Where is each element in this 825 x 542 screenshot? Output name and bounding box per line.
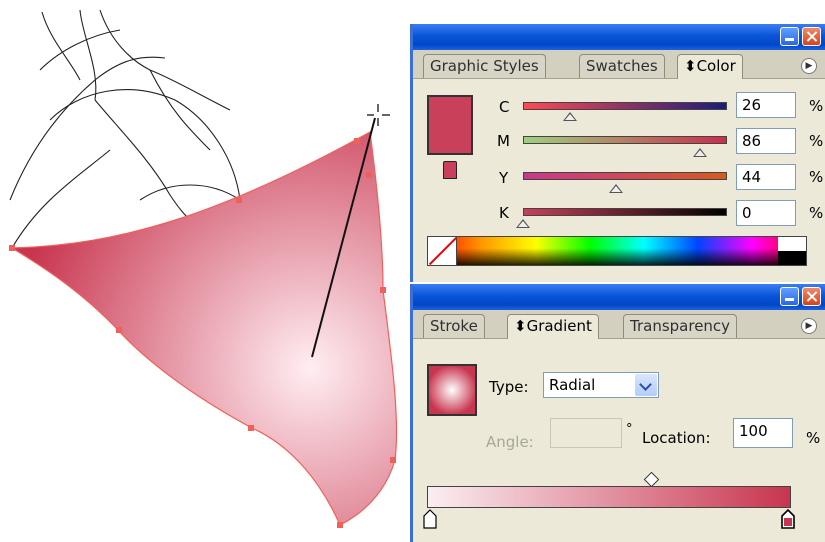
minimize-icon[interactable] bbox=[780, 27, 799, 46]
channel-k-slider[interactable] bbox=[516, 219, 530, 228]
minimize-icon[interactable] bbox=[780, 287, 799, 306]
anchor-point[interactable] bbox=[9, 245, 15, 251]
anchor-point[interactable] bbox=[390, 457, 396, 463]
type-label: Type: bbox=[489, 378, 529, 396]
gradient-shape[interactable] bbox=[9, 131, 398, 526]
midpoint-diamond[interactable] bbox=[643, 471, 660, 488]
anchor-point[interactable] bbox=[337, 522, 343, 528]
channel-k-input[interactable]: 0 bbox=[736, 200, 796, 226]
type-select-value: Radial bbox=[549, 376, 596, 394]
tab-color[interactable]: ⬍Color bbox=[677, 54, 743, 79]
channel-k-unit: % bbox=[809, 204, 824, 222]
channel-m-label: M bbox=[497, 132, 510, 150]
black-color-chip[interactable] bbox=[778, 251, 806, 265]
color-panel-titlebar[interactable] bbox=[413, 24, 825, 50]
channel-c-slider[interactable] bbox=[563, 112, 577, 121]
type-select[interactable]: Radial bbox=[543, 372, 659, 398]
channel-m-unit: % bbox=[809, 132, 824, 150]
anchor-point[interactable] bbox=[236, 197, 242, 203]
channel-y-slider[interactable] bbox=[609, 184, 623, 193]
tab-swatches[interactable]: Swatches bbox=[579, 54, 665, 78]
chevron-down-icon[interactable] bbox=[635, 374, 657, 396]
tab-graphic-styles[interactable]: Graphic Styles bbox=[423, 54, 546, 78]
angle-input[interactable] bbox=[550, 418, 622, 448]
anchor-points[interactable] bbox=[9, 138, 396, 528]
none-color-icon[interactable] bbox=[428, 237, 457, 265]
gradient-panel-tabs: Stroke ⬍Gradient Transparency ▶ bbox=[413, 310, 825, 339]
gradient-slider-bar[interactable] bbox=[427, 486, 791, 508]
gradient-panel: Stroke ⬍Gradient Transparency ▶ Type: Ra… bbox=[410, 284, 825, 542]
channel-k-ramp[interactable] bbox=[523, 208, 727, 216]
gradient-panel-titlebar[interactable] bbox=[413, 284, 825, 310]
location-unit: % bbox=[806, 429, 821, 447]
color-panel-tabs: Graphic Styles Swatches ⬍Color ▶ bbox=[413, 50, 825, 79]
channel-m-input[interactable]: 86 bbox=[736, 128, 796, 154]
angle-label: Angle: bbox=[486, 433, 534, 451]
location-input[interactable]: 100 bbox=[733, 418, 793, 448]
sketch-outline bbox=[9, 9, 241, 249]
channel-y-ramp[interactable] bbox=[523, 172, 727, 180]
anchor-point[interactable] bbox=[354, 138, 360, 144]
channel-c-ramp[interactable] bbox=[523, 102, 727, 110]
gradient-stop-end[interactable] bbox=[781, 509, 795, 529]
degree-symbol: ° bbox=[626, 422, 633, 437]
anchor-point[interactable] bbox=[248, 425, 254, 431]
gradient-stop-start[interactable] bbox=[423, 509, 437, 529]
channel-k-label: K bbox=[499, 204, 509, 222]
crosshair-cursor-icon bbox=[367, 104, 390, 126]
channel-c-input[interactable]: 26 bbox=[736, 92, 796, 118]
channel-y-input[interactable]: 44 bbox=[736, 164, 796, 190]
gamut-warning-icon[interactable] bbox=[443, 161, 457, 179]
channel-c-label: C bbox=[499, 98, 510, 116]
panel-menu-icon[interactable]: ▶ bbox=[801, 318, 817, 334]
color-panel: Graphic Styles Swatches ⬍Color ▶ C 26 % … bbox=[410, 24, 825, 282]
channel-m-ramp[interactable] bbox=[523, 136, 727, 144]
tab-gradient[interactable]: ⬍Gradient bbox=[507, 314, 599, 339]
location-label: Location: bbox=[642, 429, 711, 447]
color-spectrum-bar[interactable] bbox=[427, 236, 807, 266]
gradient-preview-swatch[interactable] bbox=[427, 364, 477, 416]
close-icon[interactable] bbox=[802, 27, 821, 46]
anchor-point[interactable] bbox=[116, 327, 122, 333]
channel-y-label: Y bbox=[499, 169, 509, 187]
channel-m-slider[interactable] bbox=[693, 148, 707, 157]
channel-c-unit: % bbox=[809, 97, 824, 115]
panel-menu-icon[interactable]: ▶ bbox=[801, 58, 817, 74]
gradient-vector-line[interactable] bbox=[311, 117, 376, 358]
tab-transparency[interactable]: Transparency bbox=[623, 314, 738, 338]
white-color-chip[interactable] bbox=[778, 237, 806, 251]
anchor-point[interactable] bbox=[380, 287, 386, 293]
fill-color-swatch[interactable] bbox=[427, 95, 473, 155]
anchor-point[interactable] bbox=[366, 172, 372, 178]
channel-y-unit: % bbox=[809, 168, 824, 186]
artwork-canvas[interactable] bbox=[0, 0, 410, 542]
tab-stroke[interactable]: Stroke bbox=[423, 314, 485, 338]
close-icon[interactable] bbox=[802, 287, 821, 306]
